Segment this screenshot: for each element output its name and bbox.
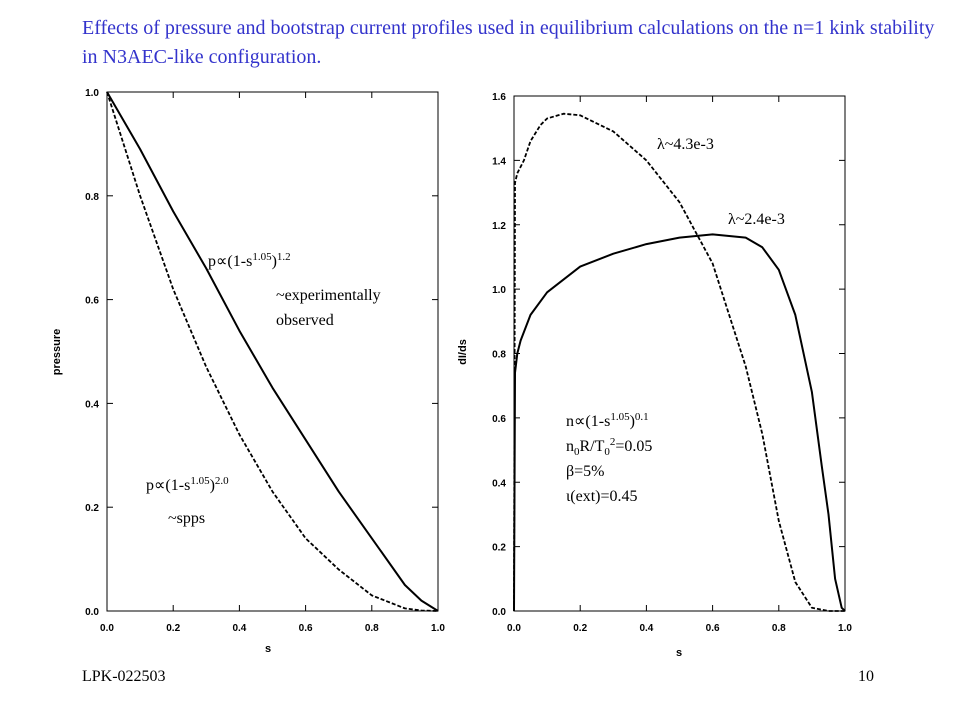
current-y-tick-label: 1.6 xyxy=(492,92,506,103)
current-x-tick-label: 1.0 xyxy=(838,623,852,634)
pressure-plot-frame xyxy=(106,91,439,612)
current-x-tick-label: 0.0 xyxy=(507,623,521,634)
current-y-tick-label: 0.0 xyxy=(492,607,506,618)
current-axis-ticks: 0.0 0.2 0.4 0.6 0.8 1.0 0.0 0.2 0.4 0.6 0.8 1.0 1.2 1… xyxy=(492,92,852,634)
current-y-tick-label: 1.4 xyxy=(492,156,506,167)
pressure-x-tick-label: 0.0 xyxy=(100,623,114,634)
current-series-dashed xyxy=(513,112,845,612)
page-number: 10 xyxy=(858,668,874,685)
current-y-axis-label: dI/ds xyxy=(457,339,469,365)
current-param4: ι(ext)=0.45 xyxy=(566,488,638,505)
pressure-note1-line1: ~experimentally xyxy=(276,287,381,304)
pressure-x-tick-label: 0.4 xyxy=(232,623,246,634)
pressure-note2: ~spps xyxy=(168,510,205,527)
pressure-chart: 0.0 0.2 0.4 0.6 0.8 1.0 0.0 0.2 0.4 0.6 0.8 1.0 s p… xyxy=(51,88,445,655)
current-y-tick-label: 0.6 xyxy=(492,414,506,425)
footer-code: LPK-022503 xyxy=(82,668,166,685)
pressure-y-axis-label: pressure xyxy=(51,329,63,375)
pressure-x-axis-label: s xyxy=(265,643,271,655)
pressure-curve2-label: p∝(1-s1.05)2.0 xyxy=(146,475,229,494)
current-y-tick-label: 1.0 xyxy=(492,285,506,296)
pressure-series-solid xyxy=(106,91,439,612)
current-x-tick-label: 0.2 xyxy=(573,623,587,634)
current-curves xyxy=(513,112,846,612)
pressure-series-dashed xyxy=(106,91,439,612)
pressure-y-tick-label: 0.8 xyxy=(85,192,99,203)
page-title: Effects of pressure and bootstrap curren… xyxy=(82,17,935,68)
pressure-x-tick-label: 0.6 xyxy=(299,623,313,634)
current-x-tick-label: 0.6 xyxy=(706,623,720,634)
pressure-x-tick-label: 0.8 xyxy=(365,623,379,634)
pressure-y-tick-label: 0.4 xyxy=(85,399,99,410)
current-x-tick-label: 0.4 xyxy=(639,623,653,634)
current-y-tick-label: 0.4 xyxy=(492,478,506,489)
pressure-x-tick-label: 1.0 xyxy=(431,623,445,634)
current-lambda2-label: λ~2.4e-3 xyxy=(728,211,785,228)
pressure-curve1-label: p∝(1-s1.05)1.2 xyxy=(208,251,291,270)
pressure-y-tick-label: 0.0 xyxy=(85,607,99,618)
pressure-curves xyxy=(106,91,439,612)
current-y-tick-label: 0.8 xyxy=(492,350,506,361)
current-x-tick-label: 0.8 xyxy=(772,623,786,634)
current-series-solid xyxy=(513,233,846,612)
current-chart: 0.0 0.2 0.4 0.6 0.8 1.0 0.0 0.2 0.4 0.6 0.8 1.0 1.2 1… xyxy=(457,92,852,659)
pressure-y-tick-label: 1.0 xyxy=(85,88,99,99)
current-plot-frame xyxy=(513,95,846,612)
current-y-tick-label: 1.2 xyxy=(492,221,506,232)
current-param1: n∝(1-s1.05)0.1 xyxy=(566,411,649,430)
pressure-axis-ticks: 0.0 0.2 0.4 0.6 0.8 1.0 0.0 0.2 0.4 0.6 0.8 1.0 xyxy=(85,88,445,634)
pressure-y-tick-label: 0.6 xyxy=(85,296,99,307)
current-lambda1-label: λ~4.3e-3 xyxy=(657,136,714,153)
current-param2: n0R/T02=0.05 xyxy=(566,436,652,458)
pressure-note1-line2: observed xyxy=(276,312,334,329)
current-x-axis-label: s xyxy=(676,647,682,659)
current-y-tick-label: 0.2 xyxy=(492,543,506,554)
current-param3: β=5% xyxy=(566,463,605,480)
pressure-y-tick-label: 0.2 xyxy=(85,503,99,514)
pressure-x-tick-label: 0.2 xyxy=(166,623,180,634)
